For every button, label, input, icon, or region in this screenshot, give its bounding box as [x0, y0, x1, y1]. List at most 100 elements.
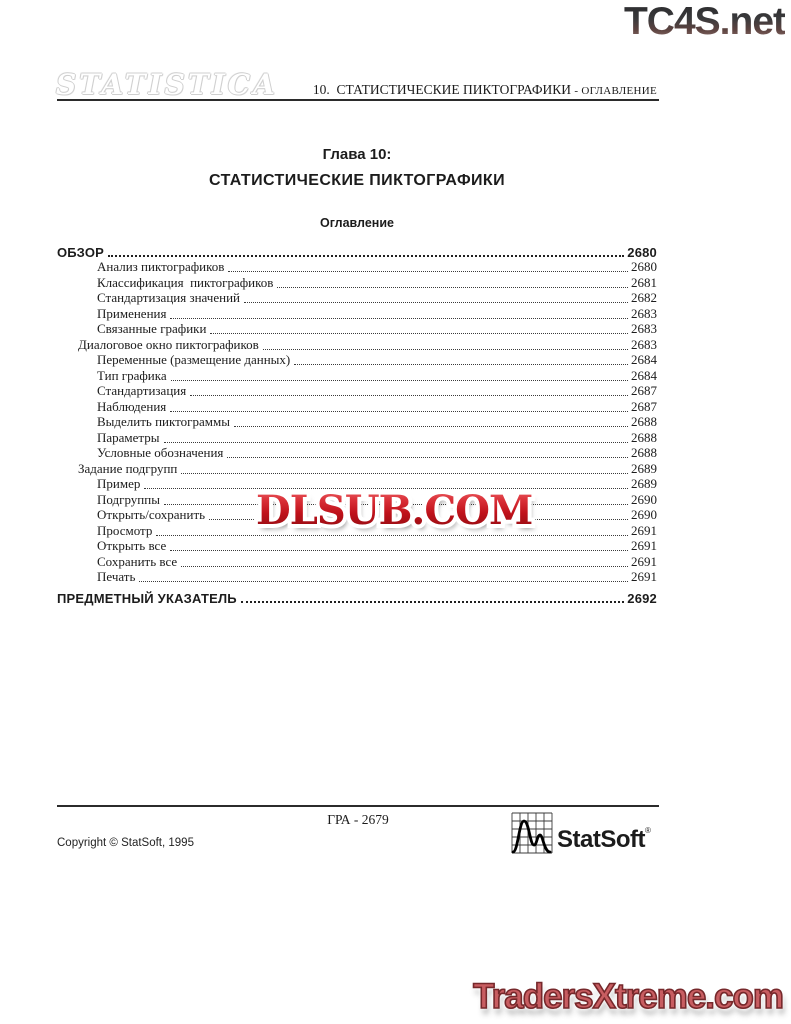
toc-entry-page: 2680 [631, 259, 657, 274]
toc-row: ПРЕДМЕТНЫЙ УКАЗАТЕЛЬ 2692 [57, 590, 657, 606]
toc-leader-dots [209, 519, 628, 520]
toc-row: Параметры 2688 [57, 430, 657, 446]
toc-entry-label: Пример [97, 476, 141, 491]
running-head: 10. СТАТИСТИЧЕСКИЕ ПИКТОГРАФИКИ - ОГЛАВЛ… [313, 81, 657, 99]
toc-leader-dots [170, 410, 628, 412]
toc-entry-label: Классификация пиктографиков [97, 274, 274, 290]
toc-row: Открыть все 2691 [57, 538, 657, 555]
toc-row: Задание подгрупп 2689 [57, 461, 657, 477]
toc-entry-label: Наблюдения [97, 398, 167, 414]
toc-leader-dots [262, 348, 628, 350]
toc-row: Классификация пиктографиков 2681 [57, 275, 657, 291]
toc-entry-page: 2692 [627, 590, 657, 606]
toc-entry-label: Сохранить все [97, 553, 178, 569]
toc-leader-dots [170, 317, 628, 319]
statistica-brand-watermark: STATISTICA [56, 68, 278, 101]
toc-leader-dots [228, 271, 628, 272]
toc-leader-dots [227, 457, 628, 458]
toc-row: Применения 2683 [57, 306, 657, 322]
toc-entry-page: 2691 [631, 553, 657, 569]
toc-entry-label: Анализ пиктографиков [97, 259, 225, 274]
toc-leader-dots [108, 254, 625, 257]
toc-entry-label: ОБЗОР [57, 244, 105, 260]
toc-row: Тип графика 2684 [57, 368, 657, 384]
toc-leader-dots [170, 550, 628, 551]
toc-entry-page: 2691 [631, 569, 657, 584]
tradersxtreme-watermark: TradersXtreme.com [472, 976, 784, 1017]
table-of-contents: ОБЗОР 2680 Анализ пиктографиков 2680 Кла… [57, 244, 657, 606]
toc-entry-page: 2683 [631, 305, 657, 321]
toc-leader-dots [210, 333, 628, 334]
toc-row: ОБЗОР 2680 [57, 244, 657, 260]
toc-entry-page: 2690 [631, 507, 657, 522]
toc-row: Сохранить все 2691 [57, 554, 657, 570]
toc-entry-page: 2690 [631, 491, 657, 507]
chapter-number-title: Глава 10: [322, 146, 392, 163]
toc-entry-page: 2691 [631, 538, 657, 553]
toc-row: Выделить пиктограммы 2688 [57, 414, 657, 431]
running-head-section: - ОГЛАВЛЕНИЕ [574, 85, 657, 97]
toc-entry-page: 2688 [631, 414, 657, 429]
toc-heading: Оглавление [320, 216, 394, 230]
toc-entry-page: 2683 [631, 336, 657, 352]
toc-row: Стандартизация 2687 [57, 383, 657, 400]
statsoft-distribution-icon [511, 812, 553, 854]
toc-entry-label: Открыть/сохранить [97, 507, 206, 522]
toc-leader-dots [139, 581, 628, 582]
toc-entry-label: Стандартизация значений [97, 290, 240, 305]
toc-entry-label: Стандартизация [97, 383, 187, 398]
toc-leader-dots [163, 503, 628, 505]
toc-entry-label: Открыть все [97, 538, 167, 553]
toc-row: Наблюдения 2687 [57, 399, 657, 415]
toc-row: Связанные графики 2683 [57, 321, 657, 338]
toc-entry-label: Параметры [97, 429, 160, 445]
toc-row: Стандартизация значений 2682 [57, 290, 657, 307]
toc-leader-dots [181, 472, 628, 474]
registered-trademark-symbol: ® [645, 826, 651, 835]
footer-rule [57, 805, 659, 807]
running-head-chapter: 10. СТАТИСТИЧЕСКИЕ ПИКТОГРАФИКИ [312, 82, 575, 97]
toc-row: Анализ пиктографиков 2680 [57, 259, 657, 276]
copyright-notice: Copyright © StatSoft, 1995 [57, 837, 194, 849]
toc-entry-label: Тип графика [97, 367, 167, 383]
toc-entry-page: 2681 [631, 274, 657, 290]
dlsub-watermark-text: DLSUB.COM [256, 487, 533, 534]
toc-entry-page: 2687 [631, 383, 657, 398]
toc-entry-page: 2687 [631, 398, 657, 414]
dlsub-watermark-outline: DLSUB.COM [252, 483, 537, 538]
toc-leader-dots [156, 534, 628, 536]
toc-entry-label: Условные обозначения [97, 445, 224, 460]
toc-leader-dots [240, 600, 625, 603]
statsoft-logo: StatSoft® [511, 812, 651, 858]
toc-row: Подгруппы 2690 [57, 492, 657, 508]
toc-leader-dots [190, 395, 628, 396]
toc-entry-label: ПРЕДМЕТНЫЙ УКАЗАТЕЛЬ [57, 590, 237, 606]
toc-entry-label: Переменные (размещение данных) [97, 352, 291, 367]
toc-leader-dots [244, 302, 628, 303]
statsoft-wordmark-text: StatSoft [557, 826, 646, 853]
toc-leader-dots [277, 286, 628, 288]
toc-entry-label: Выделить пиктограммы [97, 414, 230, 429]
toc-entry-page: 2682 [631, 290, 657, 305]
toc-row: Открыть/сохранить 2690 [57, 507, 657, 524]
toc-entry-page: 2684 [631, 367, 657, 383]
toc-leader-dots [170, 379, 628, 381]
toc-leader-dots [181, 565, 628, 567]
tc4s-watermark: TC4S.net [623, 0, 786, 43]
toc-entry-label: Связанные графики [97, 321, 207, 336]
toc-entry-page: 2688 [631, 429, 657, 445]
toc-leader-dots [144, 488, 628, 489]
toc-row: Пример 2689 [57, 476, 657, 493]
toc-entry-page: 2684 [631, 352, 657, 367]
toc-row: Просмотр 2691 [57, 523, 657, 539]
toc-entry-label: Подгруппы [97, 491, 160, 507]
toc-leader-dots [294, 364, 628, 365]
page-title: СТАТИСТИЧЕСКИЕ ПИКТОГРАФИКИ [209, 172, 505, 189]
toc-entry-page: 2683 [631, 321, 657, 336]
toc-row: Печать 2691 [57, 569, 657, 586]
page-number-folio: ГРА - 2679 [327, 812, 389, 827]
toc-row: Диалоговое окно пиктографиков 2683 [57, 337, 657, 353]
toc-entry-page: 2688 [631, 445, 657, 460]
toc-row: Переменные (размещение данных) 2684 [57, 352, 657, 369]
